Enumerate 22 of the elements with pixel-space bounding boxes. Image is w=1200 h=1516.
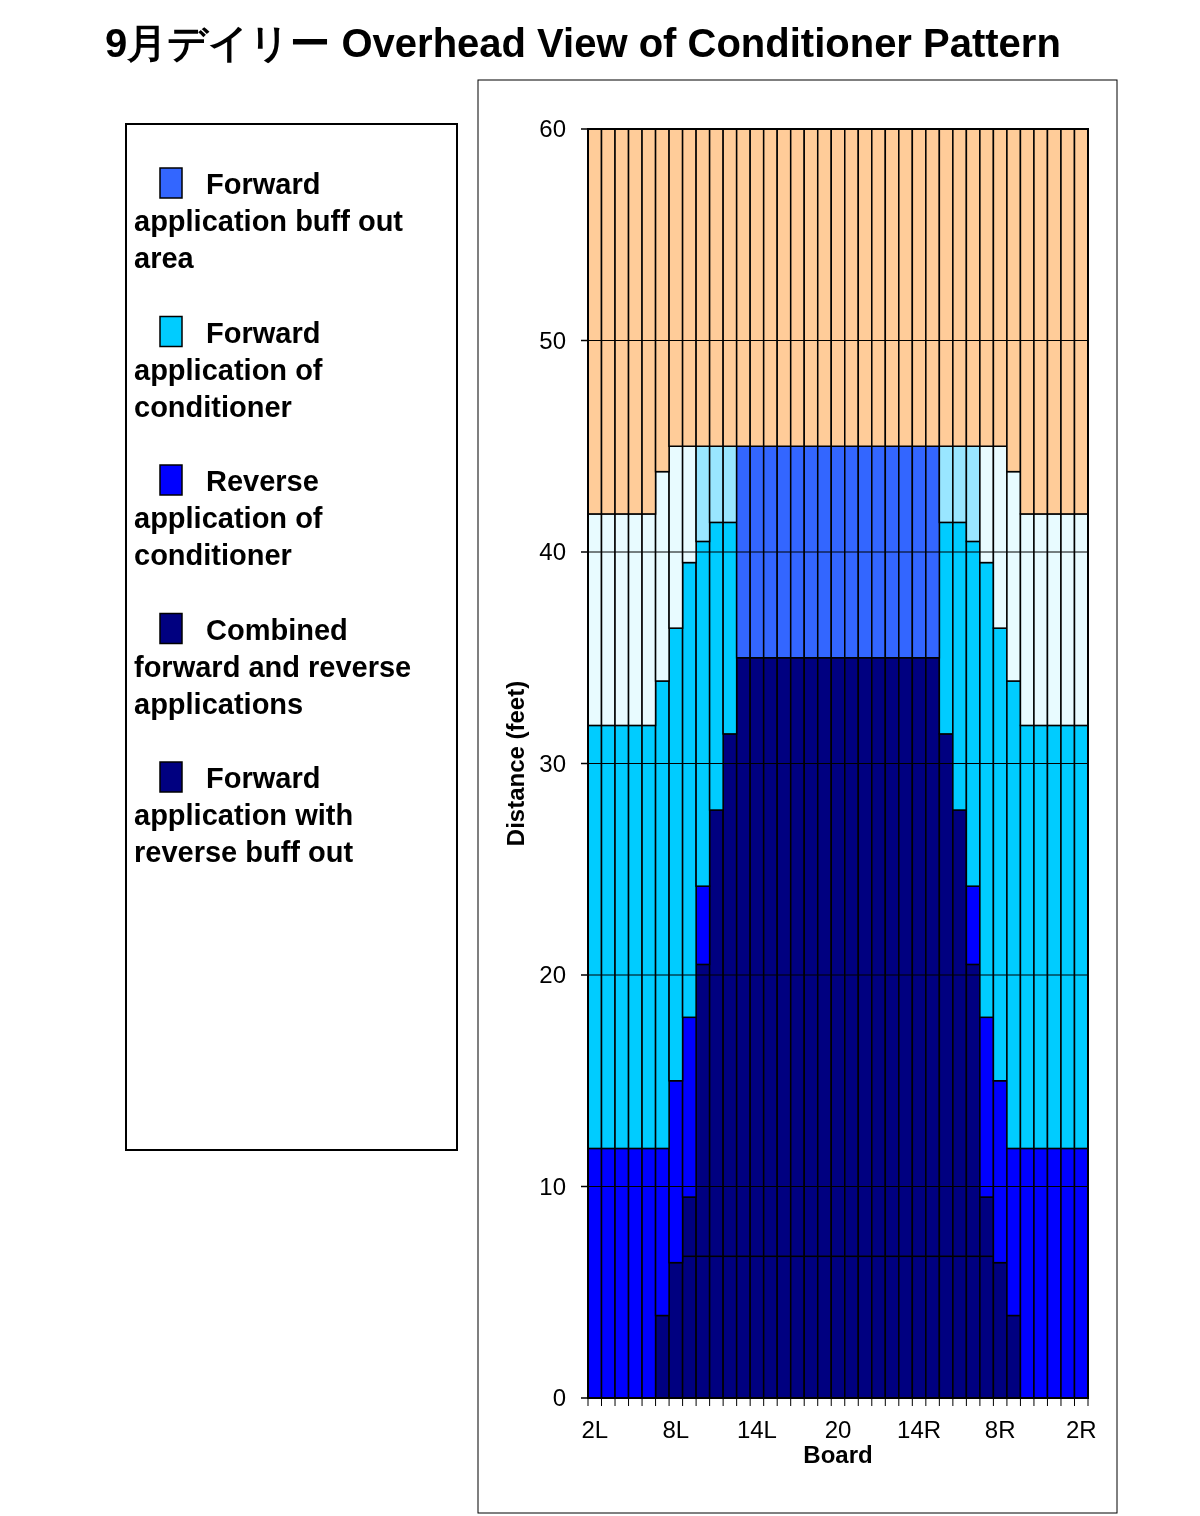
y-tick-label: 40: [539, 538, 566, 565]
legend-label: Forward application of conditioner: [134, 315, 324, 425]
x-tick-label: 14L: [736, 1416, 777, 1443]
y-tick-label: 0: [552, 1384, 566, 1411]
x-tick-label: 2R: [1065, 1416, 1097, 1443]
legend-label: Reverse application of conditioner: [134, 464, 324, 573]
x-tick-label: 2L: [581, 1416, 609, 1443]
legend-label: Forward application buff out area: [134, 167, 404, 276]
y-tick-label: 20: [539, 961, 566, 988]
legend-label: Forward application with reverse buff out: [134, 761, 355, 870]
y-tick-label: 30: [539, 749, 566, 777]
y-axis-title: Distance (feet): [502, 680, 529, 847]
y-tick-label: 60: [539, 115, 566, 142]
x-axis-title: Board: [803, 1441, 873, 1468]
x-tick-label: 14R: [897, 1416, 942, 1443]
x-tick-label: 8L: [662, 1416, 690, 1443]
x-tick-label: 20: [824, 1416, 852, 1443]
y-tick-label: 10: [539, 1172, 566, 1200]
y-tick-label: 50: [539, 326, 566, 354]
legend-label: Combined forward and reverse applications: [134, 612, 413, 722]
x-tick-label: 8R: [984, 1416, 1016, 1443]
chart-title: 9月デイリー Overhead View of Conditioner Pattern: [105, 21, 1061, 65]
